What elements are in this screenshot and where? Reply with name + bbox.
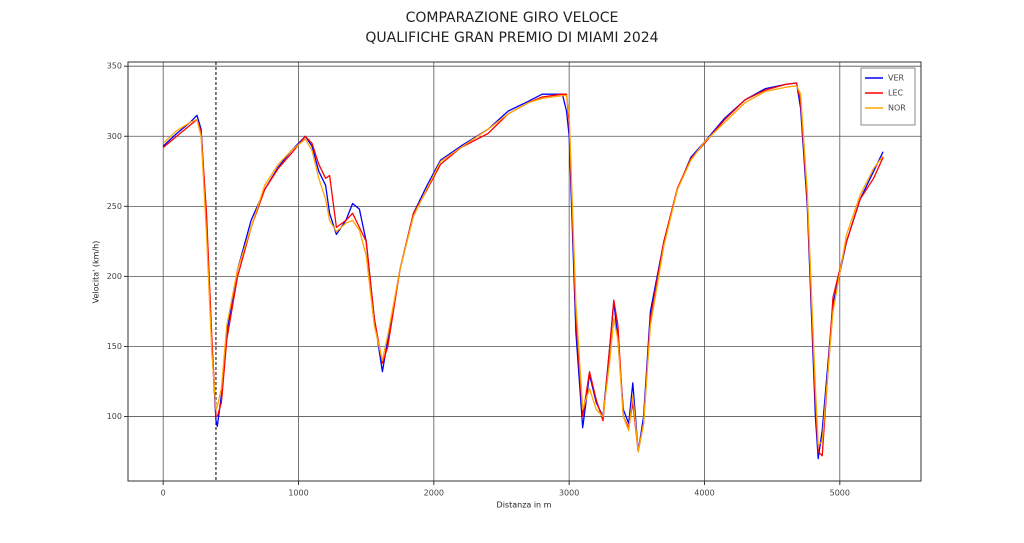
x-tick-label: 4000 bbox=[694, 489, 714, 498]
legend-label: VER bbox=[888, 74, 905, 83]
y-tick-label: 250 bbox=[107, 202, 122, 211]
y-tick-label: 150 bbox=[107, 342, 122, 351]
chart-title: QUALIFICHE GRAN PREMIO DI MIAMI 2024 bbox=[365, 30, 658, 46]
x-tick-label: 1000 bbox=[288, 489, 308, 498]
x-tick-label: 3000 bbox=[559, 489, 579, 498]
y-tick-label: 200 bbox=[107, 272, 122, 281]
legend-label: NOR bbox=[888, 104, 906, 113]
legend-label: LEC bbox=[888, 89, 904, 98]
chart-title: COMPARAZIONE GIRO VELOCE bbox=[406, 10, 619, 26]
y-axis-label: Velocita' (km/h) bbox=[92, 241, 101, 304]
x-tick-label: 5000 bbox=[830, 489, 850, 498]
x-axis-label: Distanza in m bbox=[497, 501, 552, 510]
series-line bbox=[162, 85, 884, 453]
plot-frame bbox=[127, 61, 922, 482]
series-line bbox=[162, 82, 884, 460]
y-tick-label: 100 bbox=[107, 412, 122, 421]
series-line bbox=[162, 82, 884, 457]
y-tick-label: 350 bbox=[107, 62, 122, 71]
x-tick-label: 0 bbox=[161, 489, 166, 498]
y-tick-label: 300 bbox=[107, 132, 122, 141]
x-tick-label: 2000 bbox=[424, 489, 444, 498]
